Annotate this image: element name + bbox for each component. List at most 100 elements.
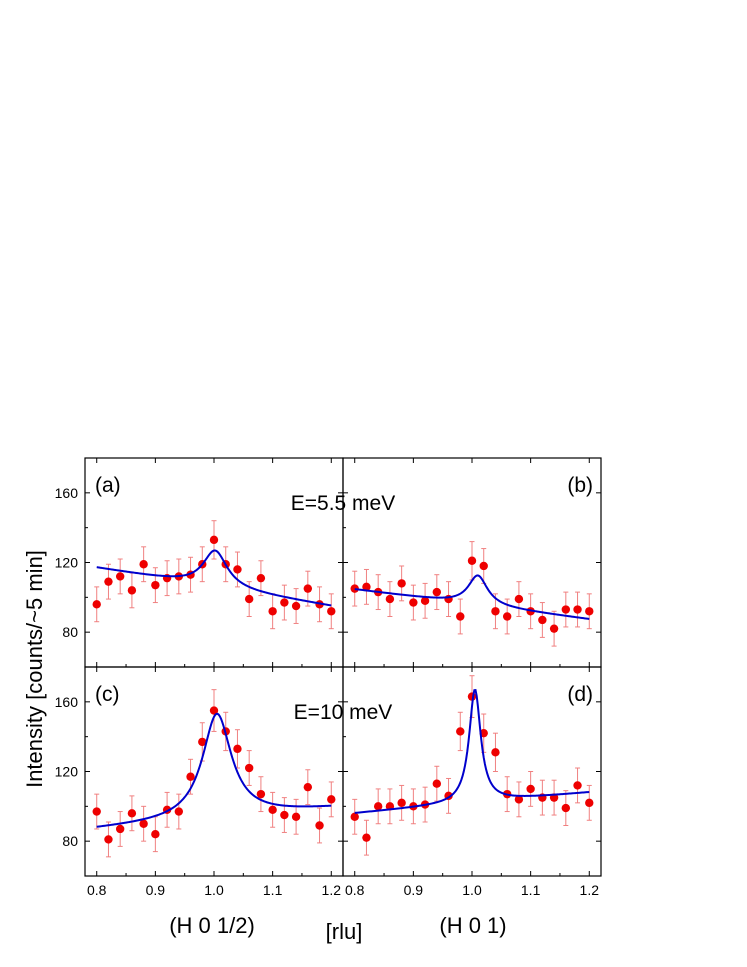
data-point [420,596,430,606]
data-point [233,744,242,754]
panel-b: (b) [342,457,602,668]
data-point [186,772,195,781]
x-tick-label: 0.9 [404,882,424,898]
energy-label: E=5.5 meV [291,492,395,515]
data-point [303,782,313,792]
data-point [127,586,137,595]
data-point [115,572,125,581]
data-point [573,781,582,790]
data-point [268,607,277,616]
x-tick-label: 1.0 [204,882,224,898]
data-point [280,598,289,607]
data-point [456,612,465,621]
data-point [479,561,488,571]
data-point [139,560,148,569]
data-point [514,594,524,604]
data-point [362,582,371,592]
x-tick-label: 1.2 [322,882,342,898]
y-tick-label: 80 [62,833,78,849]
data-point [538,615,547,625]
data-point [151,830,160,839]
data-point [127,809,137,818]
panel-c: 80 120 160 0.8 0.9 1.0 1.1 1.2 (c) [55,666,344,898]
data-point [549,624,559,633]
data-point [233,565,242,574]
fit-curve [354,689,590,814]
data-point [585,607,594,616]
data-point [491,607,500,616]
data-point [291,812,301,821]
panels-layer: 80 120 160 (a) (b) 80 120 160 0.8 0.9 1.0 1.1 1.2 (c)… [55,457,602,898]
data-point [385,594,395,604]
data-point [244,763,254,773]
data-point [92,600,101,609]
data-point [256,789,266,799]
data-point [256,573,266,583]
x-tick-label: 1.1 [521,882,541,898]
data-point [561,803,571,813]
data-point [409,598,418,607]
data-point [373,802,383,811]
data-point [104,577,113,586]
x-tick-label: 0.8 [345,882,365,898]
fit-curve [354,574,590,620]
y-tick-label: 120 [55,555,79,571]
data-point [268,805,277,815]
data-point [327,607,336,616]
x-axis-unit-label: [rlu] [326,919,363,944]
x-tick-label: 1.0 [462,882,482,898]
data-point [397,579,406,588]
x-axis-label-right: (H 0 1) [439,913,506,938]
data-point [350,812,359,821]
data-point [456,727,465,736]
panel-label: (b) [567,474,593,497]
data-point [467,556,477,565]
data-point [315,821,324,830]
panel-label: (c) [95,683,120,706]
data-point [573,605,582,614]
data-point [139,819,148,828]
data-point [209,706,219,715]
data-point [350,584,359,593]
data-point [491,748,500,757]
data-point [291,601,301,611]
y-tick-label: 160 [55,485,79,501]
data-point [432,779,442,788]
y-tick-label: 80 [62,624,78,640]
data-point [502,612,512,621]
data-point [585,798,594,808]
data-point [244,594,254,604]
y-tick-label: 160 [55,694,79,710]
data-point [432,587,442,597]
data-point [526,784,535,794]
x-tick-label: 1.1 [263,882,283,898]
y-tick-label: 120 [55,764,79,780]
energy-label: E=10 meV [294,701,393,724]
panel-d: 0.8 0.9 1.0 1.1 1.2 (d) [342,666,602,898]
x-tick-label: 0.8 [87,882,107,898]
panel-frame [84,457,344,668]
data-point [397,798,406,808]
x-axis-label-left: (H 0 1/2) [169,913,255,938]
data-point [151,580,160,590]
y-axis-label: Intensity [counts/~5 min] [22,550,47,788]
data-point [104,835,113,844]
data-point [115,824,125,834]
data-point [198,737,207,747]
fit-curve [96,549,332,607]
x-tick-label: 0.9 [146,882,166,898]
data-point [280,810,289,820]
data-point [174,807,184,816]
data-point [561,605,571,614]
data-point [327,795,336,804]
data-point [209,535,219,545]
fit-curve [96,712,332,828]
panel-label: (a) [95,474,121,497]
data-point [92,807,101,816]
data-point [303,584,313,593]
data-point [514,795,524,804]
data-point [362,833,371,842]
panel-label: (d) [567,683,593,706]
panel-a: 80 120 160 (a) [55,457,344,668]
